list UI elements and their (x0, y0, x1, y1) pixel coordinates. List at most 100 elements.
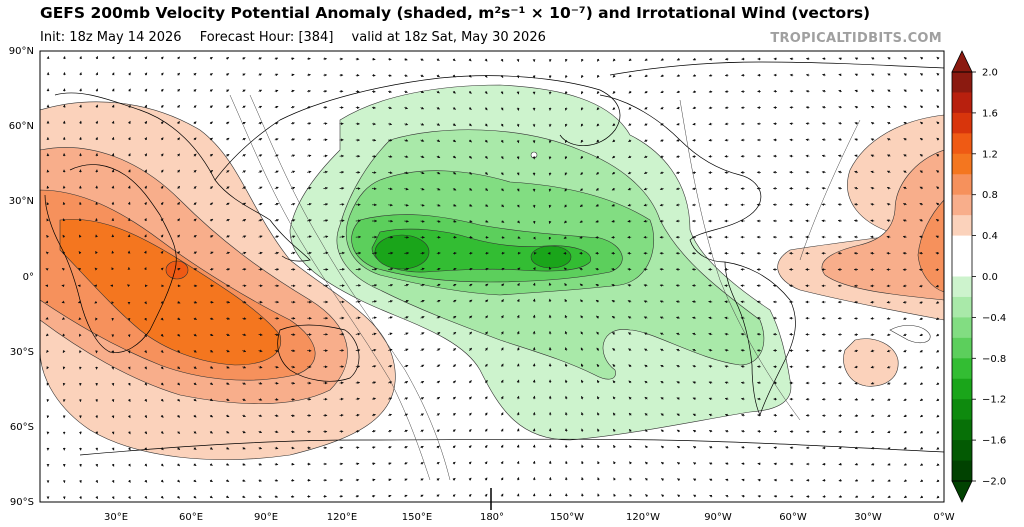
wind-vector (919, 219, 923, 222)
wind-vector (388, 74, 392, 77)
wind-vector (193, 72, 197, 76)
wind-vector (821, 138, 826, 142)
wind-vector (675, 187, 680, 191)
wind-vector (79, 104, 82, 108)
lat-tick-label: 0° (23, 272, 34, 283)
wind-vector (564, 123, 568, 127)
wind-vector (258, 219, 263, 222)
wind-vector (596, 155, 600, 159)
wind-vector (612, 74, 616, 78)
wind-vector (548, 298, 552, 303)
wind-vector (404, 316, 409, 319)
wind-vector (563, 267, 567, 271)
wind-vector (516, 204, 520, 208)
wind-vector (144, 104, 148, 108)
wind-vector (919, 121, 924, 125)
wind-vector (532, 428, 536, 432)
wind-vector (209, 268, 214, 271)
wind-vector (692, 381, 697, 384)
wind-vector (160, 218, 164, 222)
wind-vector (371, 251, 378, 255)
wind-vector (95, 104, 99, 108)
wind-vector (307, 57, 311, 61)
wind-vector (274, 219, 280, 222)
wind-vector (936, 366, 940, 369)
wind-vector (676, 365, 680, 368)
wind-vector (307, 186, 312, 190)
wind-vector (127, 350, 131, 354)
wind-vector (837, 186, 842, 190)
wind-vector (886, 381, 891, 385)
wind-vector (628, 348, 632, 352)
wind-vector (452, 203, 457, 207)
wind-vector (388, 381, 393, 384)
wind-vector (740, 332, 745, 336)
wind-vector (193, 251, 198, 255)
wind-vector (643, 316, 648, 320)
wind-vector (516, 91, 520, 95)
wind-vector (485, 188, 489, 191)
wind-vector (548, 220, 552, 224)
wind-vector (339, 219, 345, 223)
wind-vector (62, 234, 66, 238)
wind-vector (160, 121, 164, 125)
wind-vector (177, 251, 181, 255)
wind-vector (307, 202, 312, 206)
wind-vector (468, 299, 473, 303)
wind-vector (388, 267, 394, 271)
wind-vector (564, 75, 568, 79)
wind-vector (564, 395, 568, 400)
wind-vector (500, 188, 504, 192)
wind-vector (611, 300, 616, 303)
wind-vector (307, 89, 312, 93)
lon-tick-label: 60°E (179, 512, 203, 523)
wind-vector (420, 364, 425, 368)
wind-vector (692, 365, 697, 368)
wind-vector (290, 89, 295, 93)
wind-vector (580, 172, 584, 176)
wind-vector (160, 104, 164, 108)
wind-vector (595, 283, 599, 287)
wind-vector (290, 57, 295, 61)
wind-vector (838, 122, 842, 125)
wind-vector (643, 300, 648, 303)
wind-vector (371, 316, 377, 320)
wind-vector (274, 154, 279, 158)
wind-vector (468, 74, 472, 78)
wind-vector (903, 170, 907, 174)
wind-vector (177, 137, 181, 141)
wind-vector (644, 348, 648, 352)
wind-vector (644, 58, 648, 61)
wind-vector (258, 170, 263, 174)
wind-vector (886, 186, 891, 190)
wind-vector (193, 56, 197, 60)
wind-vector (388, 171, 393, 175)
colorbar-segment (952, 296, 972, 318)
wind-vector (628, 58, 632, 62)
wind-vector (436, 299, 441, 303)
wind-vector (388, 283, 394, 287)
wind-vector (290, 462, 295, 466)
wind-vector (95, 153, 99, 157)
wind-vector (516, 395, 520, 400)
wind-vector (258, 365, 263, 369)
wind-vector (919, 349, 923, 353)
wind-vector (468, 58, 472, 62)
wind-vector (854, 170, 859, 174)
wind-vector (193, 317, 198, 320)
wind-vector (903, 57, 907, 60)
wind-vector (209, 105, 213, 109)
wind-vector (111, 153, 115, 157)
colorbar-segment (952, 460, 972, 482)
wind-vector (740, 349, 745, 352)
wind-vector (821, 154, 826, 158)
wind-vector (160, 398, 164, 402)
wind-vector (258, 89, 263, 93)
wind-vector (708, 57, 713, 61)
wind-vector (870, 186, 875, 190)
wind-vector (469, 203, 473, 207)
wind-vector (805, 170, 810, 174)
wind-vector (724, 316, 729, 320)
wind-vector (854, 381, 859, 385)
